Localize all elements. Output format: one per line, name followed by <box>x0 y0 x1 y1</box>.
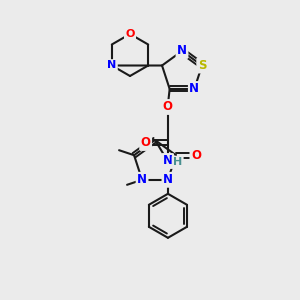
Text: O: O <box>141 136 151 149</box>
Text: S: S <box>198 59 206 72</box>
Text: N: N <box>177 44 187 58</box>
Text: N: N <box>137 173 147 186</box>
Text: O: O <box>125 29 135 39</box>
Text: N: N <box>107 61 116 70</box>
Text: N: N <box>163 173 173 186</box>
Text: O: O <box>191 149 201 162</box>
Text: O: O <box>163 100 173 113</box>
Text: H: H <box>173 157 182 167</box>
Text: N: N <box>163 154 173 167</box>
Text: N: N <box>189 82 199 95</box>
